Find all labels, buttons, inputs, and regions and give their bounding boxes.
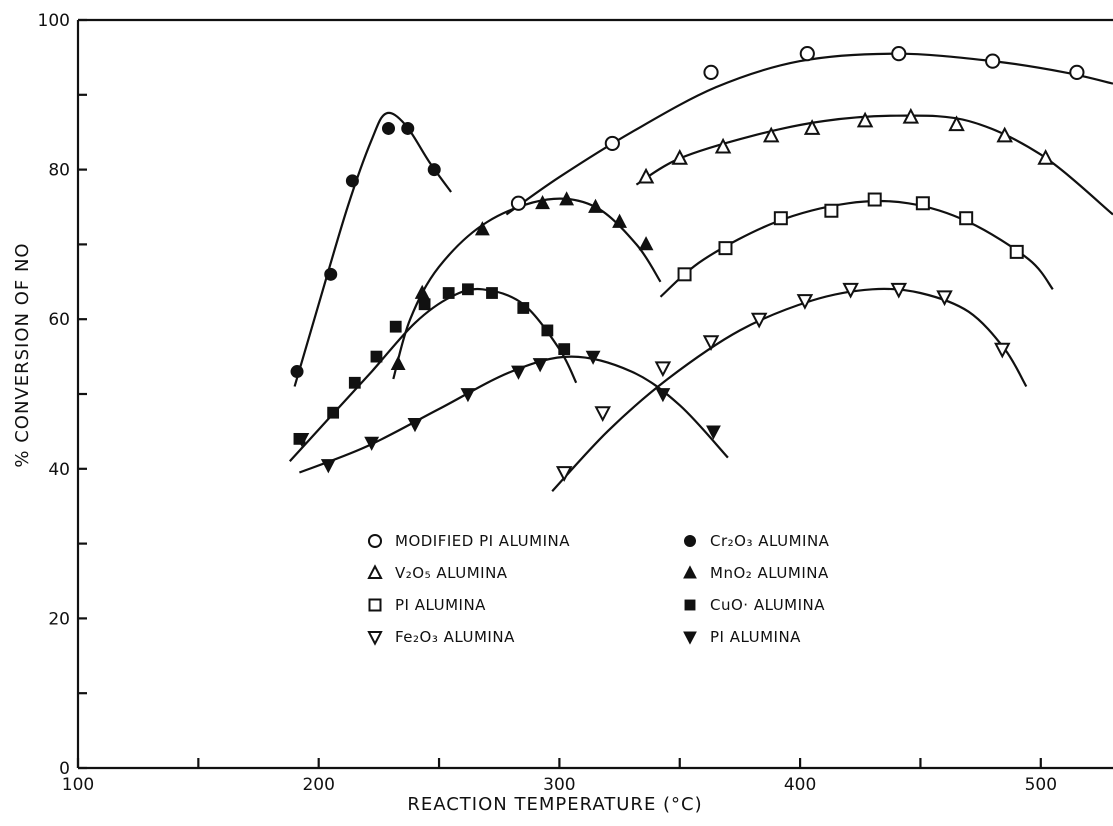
legend-label: MODIFIED PI ALUMINA bbox=[395, 532, 570, 550]
legend-marker-filled-square bbox=[685, 600, 695, 610]
data-point-filled-square bbox=[328, 407, 339, 418]
series-curve-filled-square bbox=[290, 289, 576, 461]
legend-marker-filled-triangle bbox=[684, 566, 696, 578]
data-point-open-inv-triangle bbox=[596, 407, 609, 420]
data-point-filled-triangle bbox=[639, 237, 652, 250]
data-point-open-circle bbox=[986, 55, 999, 68]
y-tick-label: 60 bbox=[48, 310, 70, 330]
data-point-filled-square bbox=[419, 299, 430, 310]
x-tick-label: 500 bbox=[1025, 775, 1057, 795]
data-point-filled-triangle bbox=[536, 196, 549, 209]
data-point-filled-square bbox=[371, 351, 382, 362]
y-tick-label: 100 bbox=[38, 11, 70, 31]
legend-marker-open-square bbox=[370, 600, 381, 611]
legend-label: Fe₂O₃ ALUMINA bbox=[395, 628, 515, 646]
data-point-filled-triangle bbox=[392, 357, 405, 370]
legend-label: PI ALUMINA bbox=[395, 596, 486, 614]
data-point-filled-square bbox=[390, 321, 401, 332]
data-point-open-circle bbox=[801, 47, 814, 60]
data-point-filled-circle bbox=[291, 366, 303, 378]
data-point-open-triangle bbox=[998, 129, 1011, 142]
legend-label: PI ALUMINA bbox=[710, 628, 801, 646]
data-point-open-circle bbox=[892, 47, 905, 60]
data-point-filled-square bbox=[518, 303, 529, 314]
data-point-filled-square bbox=[463, 284, 474, 295]
data-point-filled-circle bbox=[402, 122, 414, 134]
data-point-filled-square bbox=[443, 288, 454, 299]
data-point-open-circle bbox=[704, 66, 717, 79]
data-point-open-inv-triangle bbox=[704, 336, 717, 349]
data-point-open-inv-triangle bbox=[656, 362, 669, 375]
x-tick-label: 300 bbox=[543, 775, 575, 795]
data-point-filled-square bbox=[542, 325, 553, 336]
data-point-open-square bbox=[679, 268, 691, 280]
legend-label: CuO· ALUMINA bbox=[710, 596, 825, 614]
data-point-filled-circle bbox=[428, 164, 440, 176]
legend: MODIFIED PI ALUMINA Cr₂O₃ ALUMINA V₂O₅ ALU… bbox=[369, 532, 830, 646]
data-point-filled-triangle bbox=[416, 286, 429, 299]
data-point-filled-square bbox=[487, 288, 498, 299]
data-point-open-square bbox=[1011, 246, 1023, 258]
legend-marker-open-triangle bbox=[369, 566, 381, 578]
data-point-open-square bbox=[825, 205, 837, 217]
legend-marker-open-circle bbox=[369, 535, 381, 547]
y-tick-label: 80 bbox=[48, 161, 70, 181]
data-point-filled-inv-triangle bbox=[534, 359, 547, 372]
legend-marker-filled-circle bbox=[685, 536, 696, 547]
data-point-filled-square bbox=[559, 344, 570, 355]
series-curve-open-inv-triangle bbox=[552, 289, 1026, 491]
data-point-open-inv-triangle bbox=[753, 314, 766, 327]
legend-label: Cr₂O₃ ALUMINA bbox=[710, 532, 830, 550]
data-point-filled-inv-triangle bbox=[365, 437, 378, 450]
legend-marker-open-inv-triangle bbox=[369, 632, 381, 644]
data-point-filled-square bbox=[349, 377, 360, 388]
data-point-open-square bbox=[719, 242, 731, 254]
y-axis-title: % CONVERSION OF NO bbox=[12, 242, 33, 467]
data-point-open-square bbox=[917, 197, 929, 209]
y-tick-label: 20 bbox=[48, 609, 70, 629]
data-point-open-square bbox=[960, 212, 972, 224]
legend-marker-filled-inv-triangle bbox=[684, 632, 696, 644]
data-point-filled-triangle bbox=[589, 200, 602, 213]
data-point-open-circle bbox=[1070, 66, 1083, 79]
y-tick-label: 0 bbox=[59, 759, 70, 779]
data-point-open-triangle bbox=[1039, 151, 1052, 164]
data-point-filled-circle bbox=[325, 268, 337, 280]
data-point-filled-inv-triangle bbox=[322, 460, 335, 473]
x-tick-label: 400 bbox=[784, 775, 816, 795]
data-points bbox=[291, 47, 1083, 480]
y-tick-label: 40 bbox=[48, 460, 70, 480]
x-tick-label: 200 bbox=[302, 775, 334, 795]
data-point-open-circle bbox=[512, 197, 525, 210]
data-point-filled-circle bbox=[383, 122, 395, 134]
data-point-open-square bbox=[775, 212, 787, 224]
legend-label: MnO₂ ALUMINA bbox=[710, 564, 829, 582]
legend-label: V₂O₅ ALUMINA bbox=[395, 564, 508, 582]
data-point-open-circle bbox=[606, 137, 619, 150]
x-axis-title: REACTION TEMPERATURE (°C) bbox=[407, 794, 702, 815]
data-point-filled-inv-triangle bbox=[512, 366, 525, 379]
data-point-filled-circle bbox=[346, 175, 358, 187]
data-point-open-inv-triangle bbox=[996, 344, 1009, 357]
series-curve-filled-circle bbox=[295, 113, 452, 387]
data-point-open-square bbox=[869, 194, 881, 206]
